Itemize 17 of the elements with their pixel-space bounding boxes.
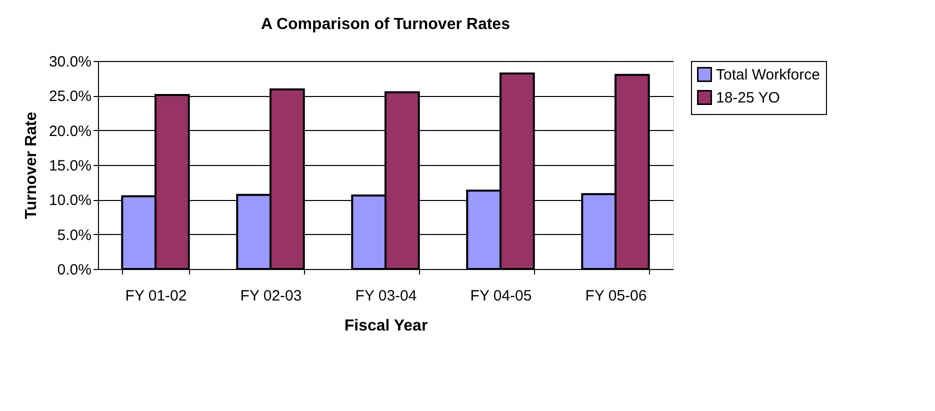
legend-label: Total Workforce [716, 66, 820, 84]
x-tick-label: FY 03-04 [355, 288, 417, 304]
y-tick-label: 30.0% [48, 54, 92, 70]
chart-title: A Comparison of Turnover Rates [261, 16, 510, 33]
x-tick-label: FY 02-03 [240, 288, 302, 304]
x-tick-label: FY 05-06 [585, 288, 647, 304]
y-tick-label: 10.0% [48, 192, 92, 210]
x-tick-label: FY 01-02 [125, 288, 187, 304]
x-axis-title: Fiscal Year [344, 318, 428, 334]
legend-label: 18-25 YO [716, 90, 780, 106]
y-tick-label: 15.0% [48, 158, 92, 174]
y-tick-label: 5.0% [57, 226, 92, 244]
y-tick-label: 20.0% [48, 122, 92, 140]
x-tick-label: FY 04-05 [470, 288, 532, 304]
y-tick-label: 0.0% [57, 262, 92, 278]
y-axis-title: Turnover Rate [22, 112, 40, 220]
y-tick-label: 25.0% [48, 88, 92, 106]
